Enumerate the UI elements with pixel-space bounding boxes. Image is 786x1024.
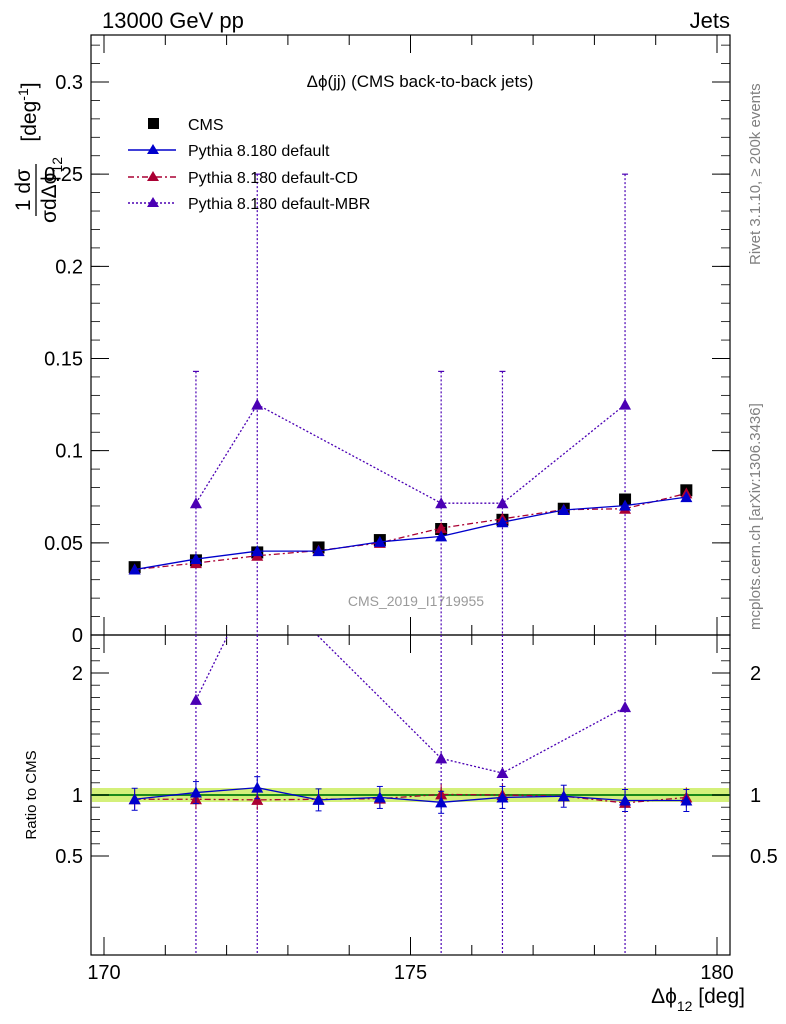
mbr-point	[251, 398, 264, 410]
default-point	[557, 504, 570, 516]
default-point	[680, 491, 693, 503]
ratio-y-tick-label-right: 2	[750, 663, 761, 685]
default-ratio-line	[134, 787, 687, 803]
mbr-series-line	[195, 403, 626, 504]
legend-marker-mbr	[147, 197, 159, 207]
ratio-data	[128, 635, 693, 955]
ratio-y-tick-label: 1	[72, 785, 83, 807]
svg-text:[deg-1]: [deg-1]	[15, 82, 41, 141]
main-data	[128, 173, 693, 635]
cd-ratio-point	[251, 793, 264, 805]
default-ratio-point	[680, 794, 693, 806]
default-ratio-point	[373, 791, 386, 803]
x-axis-label: Δϕ12 [deg]	[651, 985, 745, 1014]
main-panel-frame	[90, 34, 731, 636]
y-tick-label: 0.05	[44, 533, 83, 555]
default-series-line	[134, 496, 687, 571]
mbr-ratio-point	[189, 693, 202, 705]
mbr-ratio-point	[619, 701, 632, 713]
default-point	[373, 535, 386, 547]
y-tick-label: 0.2	[55, 256, 83, 278]
svg-text:σdΔϕ12: σdΔϕ12	[38, 157, 65, 223]
default-ratio-point	[312, 793, 325, 805]
axis-ticks: 0 0.05 0.1 0.15 0.2 0.25 0.3 0.5 0.5 1 1 2 2 170 175 18…	[44, 35, 778, 984]
x-tick-label: 180	[700, 962, 733, 984]
default-point	[251, 545, 264, 557]
cms-point	[619, 493, 632, 506]
ratio-y-tick-label: 2	[72, 663, 83, 685]
mbr-ratio-point	[435, 752, 448, 764]
x-tick-label: 170	[87, 962, 120, 984]
default-point	[312, 545, 325, 557]
energy-label: 13000 GeV pp	[102, 8, 244, 33]
default-ratio-point	[557, 790, 570, 802]
svg-text:1 dσ: 1 dσ	[12, 169, 35, 211]
cd-point	[435, 522, 448, 534]
plot-title: Δϕ(jj) (CMS back-to-back jets)	[307, 72, 534, 91]
default-ratio-point	[496, 791, 509, 803]
default-ratio-point	[251, 781, 264, 793]
mbr-point	[435, 497, 448, 509]
y-tick-label: 0.15	[44, 349, 83, 371]
mbr-point	[189, 497, 202, 509]
ratio-y-tick-label-right: 0.5	[750, 846, 778, 868]
ratio-y-tick-label: 0.5	[55, 846, 83, 868]
default-point	[189, 553, 202, 565]
legend-label-default: Pythia 8.180 default	[188, 143, 330, 160]
default-ratio-point	[435, 796, 448, 808]
default-ratio-point	[619, 794, 632, 806]
x-tick-label: 175	[394, 962, 427, 984]
default-point	[496, 516, 509, 528]
default-point	[619, 499, 632, 511]
legend-label-mbr: Pythia 8.180 default-MBR	[188, 196, 370, 213]
legend-label-cms: CMS	[188, 117, 224, 134]
legend-marker-cd	[147, 171, 159, 181]
y-tick-label: 0.1	[55, 441, 83, 463]
default-ratio-point	[189, 786, 202, 798]
default-ratio-point	[128, 793, 141, 805]
rivet-label: Rivet 3.1.10, ≥ 200k events	[747, 83, 764, 265]
legend-marker-cms	[148, 118, 159, 129]
category-label: Jets	[690, 8, 730, 33]
cd-ratio-line	[134, 793, 687, 804]
y-tick-label: 0	[72, 625, 83, 647]
mcplots-label: mcplots.cern.ch [arXiv:1306.3436]	[747, 403, 764, 630]
mbr-point	[619, 398, 632, 410]
mbr-point	[496, 497, 509, 509]
y-tick-label: 0.25	[44, 164, 83, 186]
mbr-ratio-point	[496, 767, 509, 779]
y-tick-label: 0.3	[55, 72, 83, 94]
cd-series-line	[134, 492, 687, 571]
default-point	[128, 563, 141, 575]
legend-label-cd: Pythia 8.180 default-CD	[188, 170, 358, 187]
ratio-y-tick-label-right: 1	[750, 785, 761, 807]
default-point	[435, 530, 448, 542]
y-axis-label-ratio: Ratio to CMS	[23, 750, 40, 839]
analysis-watermark: CMS_2019_I1719955	[348, 593, 484, 609]
legend-marker-default	[147, 144, 159, 154]
y-axis-label-main: 1 dσ σdΔϕ12 [deg-1]	[12, 82, 65, 223]
legend: CMS Pythia 8.180 default Pythia 8.180 de…	[128, 117, 370, 213]
